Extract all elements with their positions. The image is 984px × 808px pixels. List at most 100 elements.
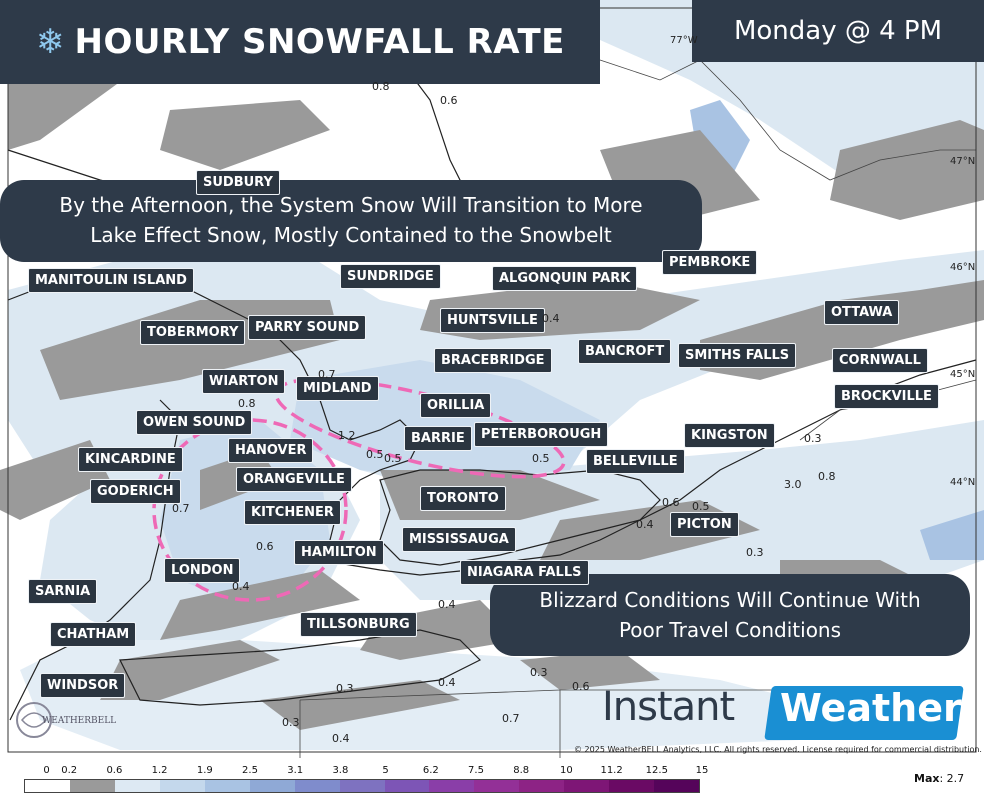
legend-tick-label: 3.1	[287, 765, 304, 776]
legend-swatch	[384, 780, 430, 792]
city-label: NIAGARA FALLS	[460, 560, 589, 585]
weatherbell-logo: WEATHERBELL	[14, 700, 116, 746]
city-label: ORILLIA	[420, 393, 492, 418]
max-value-label: Max: 2.7	[914, 772, 965, 785]
snowfall-value: 0.7	[318, 368, 336, 381]
snowfall-value: 0.4	[332, 732, 350, 745]
instant-weather-logo: Instant Weather	[602, 684, 964, 742]
city-label: MANITOULIN ISLAND	[28, 268, 194, 293]
legend-tick-label: 0.6	[106, 765, 123, 776]
city-label: BANCROFT	[578, 339, 672, 364]
legend-swatch	[25, 780, 70, 792]
snowfall-value: 0.4	[438, 598, 456, 611]
snowfall-value: 0.6	[662, 496, 680, 509]
city-label: HAMILTON	[294, 540, 384, 565]
legend-swatch	[249, 780, 295, 792]
snowfall-value: 0.8	[818, 470, 836, 483]
legend-tick-label: 3.8	[332, 765, 349, 776]
city-label: BARRIE	[404, 426, 472, 451]
city-label: SARNIA	[28, 579, 98, 604]
snowfall-value: 0.3	[336, 682, 354, 695]
city-label: SUNDRIDGE	[340, 264, 441, 289]
copyright-notice: © 2025 WeatherBELL Analytics, LLC. All r…	[574, 745, 982, 754]
legend-swatch	[609, 780, 655, 792]
snowfall-value: 0.3	[746, 546, 764, 559]
city-label: SUDBURY	[196, 170, 280, 195]
callout-line: By the Afternoon, the System Snow Will T…	[59, 193, 643, 217]
city-label: CHATHAM	[50, 622, 137, 647]
snowfall-value: 0.8	[238, 397, 256, 410]
city-label: PETERBOROUGH	[474, 422, 609, 447]
city-label: KINGSTON	[684, 423, 775, 448]
callout-line: Lake Effect Snow, Mostly Contained to th…	[90, 223, 612, 247]
legend-swatch	[519, 780, 565, 792]
city-label: TILLSONBURG	[300, 612, 417, 637]
city-label: HUNTSVILLE	[440, 308, 545, 333]
city-label: PARRY SOUND	[248, 315, 367, 340]
legend-swatch	[204, 780, 250, 792]
snowfall-value: 0.5	[532, 452, 550, 465]
legend-swatch	[159, 780, 205, 792]
snowfall-value: 0.4	[232, 580, 250, 593]
legend-swatch	[339, 780, 385, 792]
legend-swatch	[654, 780, 700, 792]
title-banner: ❄ HOURLY SNOWFALL RATE	[0, 0, 600, 84]
city-label: BELLEVILLE	[586, 449, 685, 474]
city-label: CORNWALL	[832, 348, 928, 373]
city-label: MIDLAND	[296, 376, 379, 401]
longitude-label: 77°W	[670, 35, 698, 46]
city-label: OWEN SOUND	[136, 410, 253, 435]
legend-tick-label: 1.2	[151, 765, 168, 776]
legend-tick-label: 15	[695, 765, 709, 776]
latitude-label: 46°N	[950, 262, 976, 273]
latitude-label: 47°N	[950, 156, 976, 167]
legend-tick-label: 6.2	[422, 765, 439, 776]
snowfall-value: 0.3	[282, 716, 300, 729]
callout-lake-effect: By the Afternoon, the System Snow Will T…	[0, 180, 702, 262]
snowfall-value: 0.7	[172, 502, 190, 515]
city-label: BRACEBRIDGE	[434, 348, 552, 373]
city-label: BROCKVILLE	[834, 384, 939, 409]
legend-tick-label: 11.2	[600, 765, 623, 776]
city-label: MISSISSAUGA	[402, 527, 516, 552]
legend-ticks: 0 0.2 0.6 1.2 1.9 2.5 3.1 3.8 5 6.2 7.5 8.8 10 11.2 12…	[24, 765, 708, 779]
snowfall-value: 0.5	[366, 448, 384, 461]
logo-word-weather: Weather	[780, 686, 962, 730]
lake-effect-zone-huron	[152, 418, 348, 602]
legend-swatch	[474, 780, 520, 792]
city-label: WINDSOR	[40, 673, 126, 698]
legend-tick-label: 5	[382, 765, 389, 776]
city-label: KITCHENER	[244, 500, 341, 525]
city-label: ALGONQUIN PARK	[492, 266, 638, 291]
snowfall-value: 0.8	[372, 80, 390, 93]
snowfall-map	[0, 0, 984, 758]
weatherbell-text: WEATHERBELL	[42, 716, 117, 726]
city-label: TORONTO	[420, 486, 506, 511]
city-label: KINCARDINE	[78, 447, 183, 472]
legend-tick-label: 8.8	[513, 765, 530, 776]
city-label: SMITHS FALLS	[678, 343, 797, 368]
legend-tick-label: 10	[560, 765, 573, 776]
snowfall-value: 1.2	[338, 429, 356, 442]
city-label: TOBERMORY	[140, 320, 246, 345]
snowfall-value: 0.6	[572, 680, 590, 693]
legend-swatch	[564, 780, 610, 792]
city-label: ORANGEVILLE	[236, 467, 352, 492]
city-label: PICTON	[670, 512, 739, 537]
legend-swatch	[429, 780, 475, 792]
snowfall-value: 0.4	[542, 312, 560, 325]
forecast-time: Monday @ 4 PM	[692, 0, 984, 62]
snowfall-value: 0.3	[530, 666, 548, 679]
legend-color-bar	[24, 779, 700, 793]
snowfall-value: 0.4	[636, 518, 654, 531]
callout-line: Poor Travel Conditions	[618, 618, 842, 642]
logo-word-instant: Instant	[602, 684, 735, 730]
city-label: WIARTON	[202, 369, 286, 394]
snowfall-value: 0.7	[502, 712, 520, 725]
snowfall-value: 3.0	[784, 478, 802, 491]
city-label: LONDON	[164, 558, 241, 583]
legend-tick-label: 2.5	[242, 765, 258, 776]
city-label: OTTAWA	[824, 300, 900, 325]
snowfall-value: 0.6	[256, 540, 274, 553]
snowfall-value: 0.3	[804, 432, 822, 445]
